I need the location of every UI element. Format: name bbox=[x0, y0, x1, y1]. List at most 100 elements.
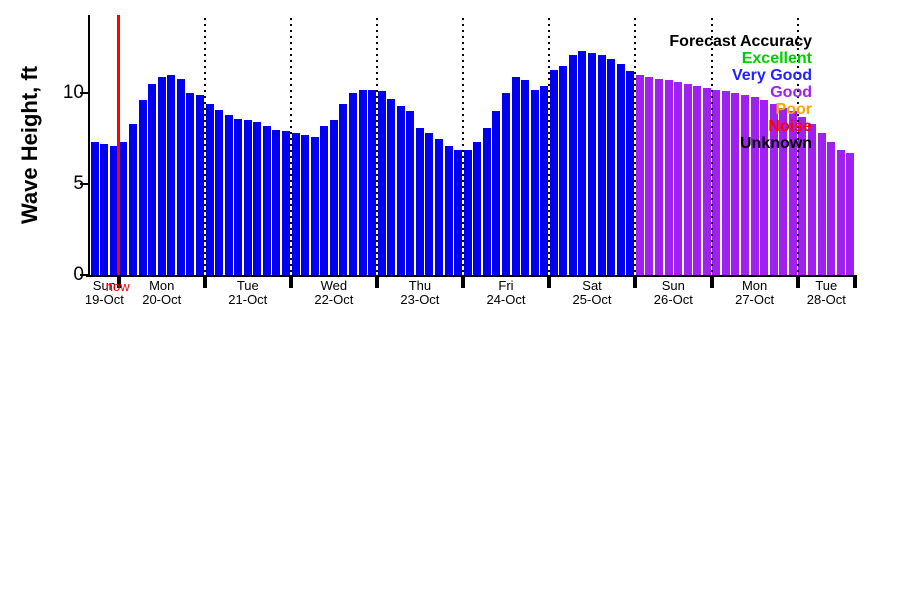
day-boundary-gridline bbox=[634, 18, 637, 275]
wave-height-bar bbox=[760, 100, 769, 275]
wave-height-bar bbox=[282, 131, 290, 275]
wave-height-bar bbox=[779, 107, 788, 275]
wave-height-bar bbox=[119, 142, 128, 275]
wave-height-bar bbox=[559, 65, 568, 275]
wave-height-bar bbox=[492, 111, 501, 275]
legend-item-very-good: Very Good bbox=[731, 67, 812, 84]
wave-height-bar bbox=[731, 93, 740, 275]
x-axis-day-label: Mon 20-Oct bbox=[142, 278, 182, 307]
wave-height-bar bbox=[616, 64, 625, 275]
wave-height-bar bbox=[320, 125, 329, 275]
wave-height-bar bbox=[769, 104, 778, 275]
wave-height-bar bbox=[521, 80, 530, 275]
day-boundary-tick bbox=[709, 277, 714, 288]
wave-height-bar bbox=[511, 76, 520, 275]
wave-height-bar bbox=[425, 133, 434, 275]
wave-height-bar bbox=[817, 133, 826, 275]
wave-height-bar bbox=[129, 124, 137, 275]
x-axis-day-label: Sun 26-Oct bbox=[653, 278, 693, 307]
wave-height-bar bbox=[674, 82, 683, 275]
wave-height-bar bbox=[702, 87, 711, 275]
wave-height-bar bbox=[750, 96, 759, 275]
wave-height-bar bbox=[109, 145, 118, 275]
wave-height-bar bbox=[272, 129, 281, 275]
wave-height-bar bbox=[530, 89, 539, 275]
day-boundary-tick bbox=[853, 277, 857, 288]
forecast-accuracy-legend: Forecast Accuracy Excellent Very Good Good… bbox=[669, 33, 812, 152]
wave-height-bar bbox=[167, 75, 176, 275]
wave-height-bar bbox=[100, 144, 109, 275]
x-axis-day-label: Tue 28-Oct bbox=[806, 278, 846, 307]
day-boundary-gridline bbox=[548, 18, 550, 275]
y-tick-mark bbox=[80, 92, 88, 94]
wave-height-bar bbox=[368, 89, 377, 275]
wave-height-bar bbox=[683, 84, 692, 275]
wave-height-bar bbox=[348, 93, 357, 275]
wave-height-bar bbox=[635, 75, 644, 275]
legend-title: Forecast Accuracy bbox=[669, 33, 812, 50]
wave-height-bar bbox=[645, 76, 654, 275]
y-axis-label: Wave Height, ft bbox=[17, 65, 42, 225]
wave-height-bar bbox=[234, 118, 243, 275]
wave-height-bar bbox=[224, 115, 233, 275]
legend-items-group: Excellent Very Good Good Poor Noise Unknown bbox=[669, 50, 812, 152]
x-axis-day-label: Fri 24-Oct bbox=[486, 278, 526, 307]
day-boundary-tick bbox=[795, 277, 800, 288]
wave-height-bar bbox=[463, 149, 472, 275]
y-axis-line bbox=[88, 15, 90, 277]
wave-height-bar bbox=[186, 93, 195, 275]
wave-height-bar bbox=[215, 109, 224, 275]
day-boundary-tick bbox=[633, 277, 638, 288]
wave-height-bar bbox=[339, 104, 348, 275]
wave-height-bar bbox=[664, 80, 673, 275]
wave-height-bar bbox=[195, 95, 204, 275]
wave-height-bar bbox=[90, 142, 99, 275]
wave-height-bar bbox=[482, 127, 491, 275]
y-tick-label-5: 5 bbox=[73, 173, 84, 194]
day-boundary-gridline bbox=[203, 18, 206, 275]
wave-height-bar bbox=[301, 135, 310, 275]
wave-height-bar bbox=[243, 120, 252, 275]
wave-height-bar bbox=[741, 95, 749, 275]
x-axis-day-label: Mon 27-Oct bbox=[735, 278, 775, 307]
day-boundary-gridline bbox=[796, 18, 799, 275]
wave-height-bar bbox=[262, 125, 271, 275]
y-tick-label-0: 0 bbox=[73, 264, 84, 285]
day-boundary-tick bbox=[288, 277, 293, 288]
x-axis-day-label: Thu 23-Oct bbox=[400, 278, 440, 307]
wave-height-bar bbox=[654, 78, 663, 275]
day-boundary-gridline bbox=[289, 18, 292, 275]
wave-height-bar bbox=[568, 55, 577, 275]
day-boundary-tick bbox=[202, 277, 207, 288]
wave-height-bar bbox=[253, 122, 262, 275]
day-boundary-tick bbox=[547, 277, 551, 288]
y-tick-label-10: 10 bbox=[62, 82, 84, 103]
x-axis-day-label: Tue 21-Oct bbox=[228, 278, 268, 307]
legend-item-unknown: Unknown bbox=[740, 135, 812, 152]
wave-height-bar bbox=[578, 51, 587, 275]
legend-item-excellent: Excellent bbox=[741, 50, 812, 67]
x-axis-line bbox=[86, 275, 857, 277]
wave-height-bar bbox=[846, 153, 855, 275]
legend-item-poor: Poor bbox=[775, 101, 812, 118]
wave-height-bar bbox=[377, 91, 386, 275]
wave-height-bar bbox=[387, 98, 396, 275]
x-axis-day-label: Sun 19-Oct bbox=[84, 278, 124, 307]
wave-height-bar bbox=[607, 58, 616, 275]
plot-area: Forecast Accuracy Excellent Very Good Good… bbox=[90, 15, 855, 275]
wave-height-bar bbox=[205, 104, 214, 275]
wave-height-bar bbox=[836, 149, 845, 275]
wave-height-bar bbox=[788, 111, 797, 275]
wave-height-bar bbox=[501, 93, 510, 275]
day-boundary-tick bbox=[374, 277, 379, 288]
wave-height-bar bbox=[798, 116, 807, 275]
wave-height-bar bbox=[329, 120, 338, 275]
wave-height-bar bbox=[148, 84, 157, 275]
wave-height-bar bbox=[473, 142, 482, 275]
wave-height-bar bbox=[549, 69, 558, 275]
now-label: now bbox=[105, 279, 130, 294]
wave-height-bar bbox=[693, 85, 702, 275]
wave-height-bar bbox=[435, 138, 443, 275]
now-line bbox=[116, 15, 120, 275]
